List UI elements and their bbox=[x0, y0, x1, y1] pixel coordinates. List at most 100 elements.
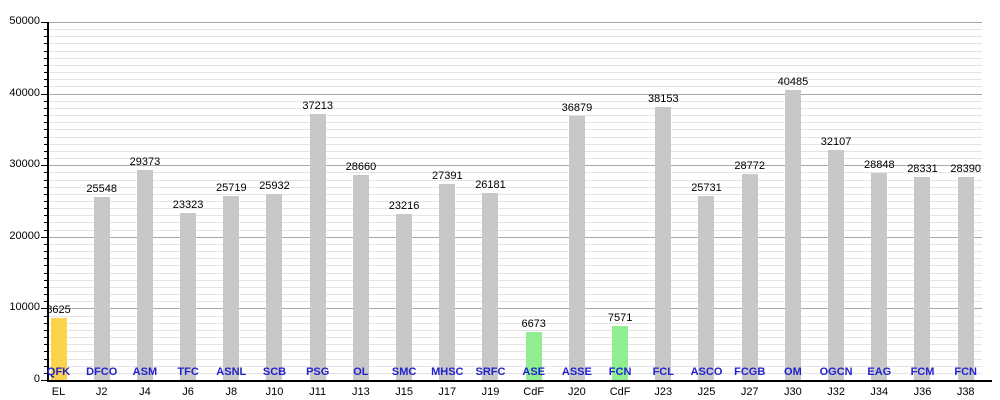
gridline-minor bbox=[48, 251, 982, 253]
opponent-label: FCGB bbox=[734, 366, 766, 378]
gridline-major bbox=[48, 236, 982, 238]
bar-value-label: 40485 bbox=[777, 76, 809, 89]
matchday-label: CdF bbox=[523, 386, 545, 398]
y-axis-minor-tick bbox=[44, 36, 48, 38]
gridline-minor bbox=[48, 358, 982, 360]
opponent-label: EAG bbox=[867, 366, 892, 378]
matchday-label: J23 bbox=[654, 386, 673, 398]
y-axis-major-tick bbox=[41, 380, 48, 381]
y-axis-minor-tick bbox=[44, 222, 48, 224]
bar-column: 26181 SRFC J19 bbox=[469, 22, 512, 398]
y-axis-minor-tick bbox=[44, 337, 48, 339]
y-axis-minor-tick bbox=[44, 158, 48, 160]
y-axis-minor-tick bbox=[44, 365, 48, 367]
gridline-minor bbox=[48, 365, 982, 367]
matchday-label: J4 bbox=[139, 386, 151, 398]
y-axis-minor-tick bbox=[44, 215, 48, 217]
attendance-bar bbox=[568, 115, 585, 380]
y-axis-tick-label: 10000 bbox=[9, 301, 40, 314]
y-axis-minor-tick bbox=[44, 43, 48, 45]
bar-column: 36879 ASSE J20 bbox=[555, 22, 598, 398]
matchday-label: EL bbox=[51, 386, 66, 398]
gridline-minor bbox=[48, 322, 982, 324]
opponent-label: ASM bbox=[132, 366, 158, 378]
opponent-label: FCM bbox=[910, 366, 935, 378]
bar-value-label: 37213 bbox=[302, 99, 333, 112]
gridline-major bbox=[48, 308, 982, 310]
y-axis-minor-tick bbox=[44, 115, 48, 117]
bar-value-label: 28660 bbox=[345, 160, 377, 173]
matchday-label: J19 bbox=[481, 386, 500, 398]
y-axis-minor-tick bbox=[44, 344, 48, 346]
matchday-label: J38 bbox=[956, 386, 975, 398]
y-axis-minor-tick bbox=[44, 64, 48, 66]
opponent-label: FCN bbox=[954, 366, 977, 378]
opponent-label: SRFC bbox=[475, 366, 506, 378]
matchday-label: J25 bbox=[697, 386, 716, 398]
y-axis-minor-tick bbox=[44, 179, 48, 181]
y-axis-line bbox=[47, 22, 49, 382]
y-axis-minor-tick bbox=[44, 86, 48, 88]
attendance-bar bbox=[871, 173, 888, 380]
y-axis-minor-tick bbox=[44, 372, 48, 374]
bar-column: 38153 FCL J23 bbox=[642, 22, 685, 398]
y-axis-minor-tick bbox=[44, 258, 48, 260]
matchday-label: J11 bbox=[309, 386, 327, 398]
opponent-label: ASNL bbox=[216, 366, 247, 378]
attendance-bar bbox=[93, 197, 110, 380]
y-axis-tick-label: 40000 bbox=[9, 86, 40, 99]
opponent-label: OL bbox=[353, 366, 369, 378]
y-axis-minor-tick bbox=[44, 351, 48, 353]
opponent-label: ASCO bbox=[690, 366, 723, 378]
opponent-label: OM bbox=[784, 366, 802, 378]
y-axis-minor-tick bbox=[44, 57, 48, 59]
y-axis-minor-tick bbox=[44, 122, 48, 124]
y-axis-minor-tick bbox=[44, 143, 48, 145]
gridline-major bbox=[48, 22, 982, 23]
y-axis-minor-tick bbox=[44, 107, 48, 109]
bar-column: 25731 ASCO J25 bbox=[685, 22, 728, 398]
gridline-minor bbox=[48, 179, 982, 181]
gridline-minor bbox=[48, 258, 982, 260]
y-axis-minor-tick bbox=[44, 208, 48, 210]
gridline-minor bbox=[48, 186, 982, 188]
opponent-label: TFC bbox=[177, 366, 199, 378]
bar-column: 28390 FCN J38 bbox=[944, 22, 987, 398]
bar-column: 40485 OM J30 bbox=[771, 22, 814, 398]
attendance-bar bbox=[136, 169, 153, 380]
gridline-minor bbox=[48, 272, 982, 274]
y-axis-major-tick bbox=[41, 308, 48, 310]
y-axis-minor-tick bbox=[44, 136, 48, 138]
bar-value-label: 25548 bbox=[86, 183, 117, 196]
gridline-minor bbox=[48, 129, 982, 131]
gridline-minor bbox=[48, 286, 982, 288]
bar-column: 8625 QFK EL bbox=[37, 22, 80, 398]
y-axis-major-tick bbox=[41, 165, 48, 167]
y-axis-minor-tick bbox=[44, 172, 48, 174]
y-axis-minor-tick bbox=[44, 193, 48, 195]
gridline-minor bbox=[48, 115, 982, 117]
attendance-bar bbox=[612, 325, 629, 380]
gridline-minor bbox=[48, 64, 982, 66]
bar-column: 25719 ASNL J8 bbox=[210, 22, 253, 398]
matchday-label: J2 bbox=[95, 386, 108, 398]
y-axis-minor-tick bbox=[44, 29, 48, 31]
bar-value-label: 23216 bbox=[388, 199, 420, 212]
matchday-label: J10 bbox=[265, 386, 284, 398]
bar-column: 28772 FCGB J27 bbox=[728, 22, 771, 398]
attendance-bar bbox=[180, 213, 197, 380]
bar-column: 28660 OL J13 bbox=[339, 22, 382, 398]
y-axis-minor-tick bbox=[44, 229, 48, 231]
attendance-bar bbox=[309, 113, 326, 380]
y-axis-major-tick bbox=[41, 236, 48, 238]
bar-value-label: 25932 bbox=[259, 180, 290, 193]
bar-column: 25932 SCB J10 bbox=[253, 22, 296, 398]
gridline-minor bbox=[48, 57, 982, 59]
bar-column: 28848 EAG J34 bbox=[858, 22, 901, 398]
gridline-minor bbox=[48, 229, 982, 231]
gridline-minor bbox=[48, 329, 982, 331]
y-axis-minor-tick bbox=[44, 322, 48, 324]
gridline-minor bbox=[48, 100, 982, 102]
bar-value-label: 8625 bbox=[46, 304, 71, 317]
attendance-bar bbox=[352, 174, 369, 380]
